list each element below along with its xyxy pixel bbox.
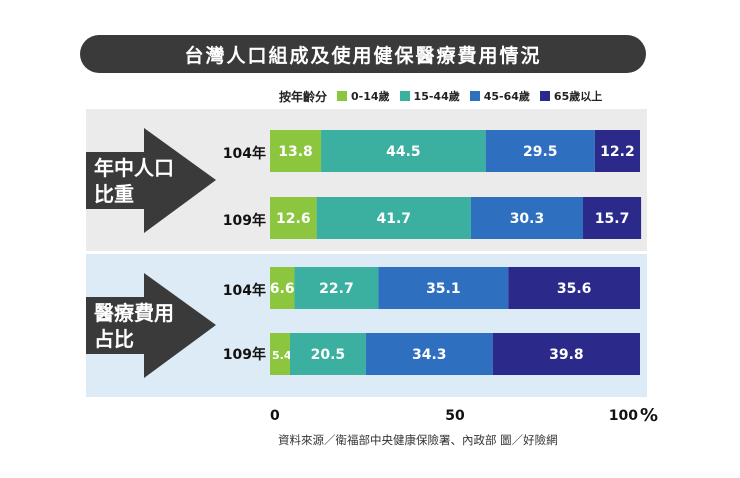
legend-item-65-plus: 65歲以上 xyxy=(539,88,603,104)
group-label-line2: 比重 xyxy=(94,181,134,206)
bar-segment-0-14 xyxy=(270,197,317,239)
data-label-0-14: 13.8 xyxy=(278,144,313,160)
bar-segment-45-64 xyxy=(365,333,493,375)
data-label-0-14: 12.6 xyxy=(276,211,311,227)
data-label-45-64: 29.5 xyxy=(523,144,558,160)
bar-segment-65-plus xyxy=(492,333,640,375)
group-label-line1: 年中人口 xyxy=(94,155,174,180)
bar-segment-0-14 xyxy=(270,130,322,172)
legend-item-15-44: 15-44歲 xyxy=(399,88,460,104)
x-tick-label: 100 xyxy=(609,408,638,424)
legend: 按年齡分 0-14歲 15-44歲 45-64歲 65歲以上 xyxy=(279,87,612,105)
legend-swatch-15-44 xyxy=(399,91,410,101)
data-label-65-plus: 12.2 xyxy=(600,144,635,160)
legend-label-65-plus: 65歲以上 xyxy=(553,90,603,103)
data-label-45-64: 35.1 xyxy=(426,281,461,297)
x-tick-label: 50 xyxy=(445,408,465,424)
group-label-line1: 醫療費用 xyxy=(94,300,174,325)
data-label-45-64: 34.3 xyxy=(412,347,447,363)
arrow-right-icon xyxy=(86,128,216,233)
row-label-year: 104年 xyxy=(222,146,266,162)
source-note: 資料來源／衛福部中央健康保險署、內政部 圖／好險網 xyxy=(278,433,558,447)
x-tick-label: 0 xyxy=(270,408,280,424)
legend-label-15-44: 15-44歲 xyxy=(413,90,460,103)
data-label-65-plus: 39.8 xyxy=(549,347,584,363)
bar-segment-15-44 xyxy=(316,197,471,239)
bar-segment-0-14 xyxy=(270,267,295,309)
bar-segment-15-44 xyxy=(321,130,486,172)
data-label-15-44: 22.7 xyxy=(319,281,354,297)
legend-swatch-45-64 xyxy=(469,91,480,101)
group-arrow-population: 年中人口 比重 xyxy=(86,128,216,233)
bar-segment-65-plus xyxy=(594,130,640,172)
legend-item-45-64: 45-64歲 xyxy=(469,88,530,104)
chart-title: 台灣人口組成及使用健保醫療費用情況 xyxy=(80,35,646,73)
data-label-65-plus: 15.7 xyxy=(595,211,630,227)
bar-segment-65-plus xyxy=(583,197,642,239)
data-label-45-64: 30.3 xyxy=(510,211,545,227)
data-label-15-44: 20.5 xyxy=(311,347,346,363)
group-arrow-medical-cost: 醫療費用 占比 xyxy=(86,273,216,378)
data-label-15-44: 41.7 xyxy=(376,211,411,227)
arrow-right-icon xyxy=(86,273,216,378)
data-label-65-plus: 35.6 xyxy=(557,281,592,297)
legend-label-45-64: 45-64歲 xyxy=(483,90,530,103)
legend-swatch-65-plus xyxy=(539,91,550,101)
bar-segment-65-plus xyxy=(508,267,640,309)
bar-segment-15-44 xyxy=(289,333,366,375)
bar-segment-45-64 xyxy=(485,130,595,172)
row-label-year: 104年 xyxy=(222,283,266,299)
data-label-0-14: 6.6 xyxy=(270,281,295,297)
bar-segment-45-64 xyxy=(378,267,509,309)
row-label-year: 109年 xyxy=(222,213,266,229)
legend-title: 按年齡分 xyxy=(279,89,328,104)
row-label-year: 109年 xyxy=(222,347,266,363)
legend-swatch-0-14 xyxy=(337,91,348,101)
legend-label-0-14: 0-14歲 xyxy=(351,90,390,103)
x-axis-unit: % xyxy=(640,405,658,426)
bar-segment-15-44 xyxy=(294,267,379,309)
group-label-line2: 占比 xyxy=(94,326,134,351)
legend-item-0-14: 0-14歲 xyxy=(337,88,390,104)
data-label-0-14: 5.4 xyxy=(272,349,292,362)
bar-segment-0-14 xyxy=(270,333,290,375)
data-label-15-44: 44.5 xyxy=(386,144,421,160)
bar-segment-45-64 xyxy=(470,197,584,239)
